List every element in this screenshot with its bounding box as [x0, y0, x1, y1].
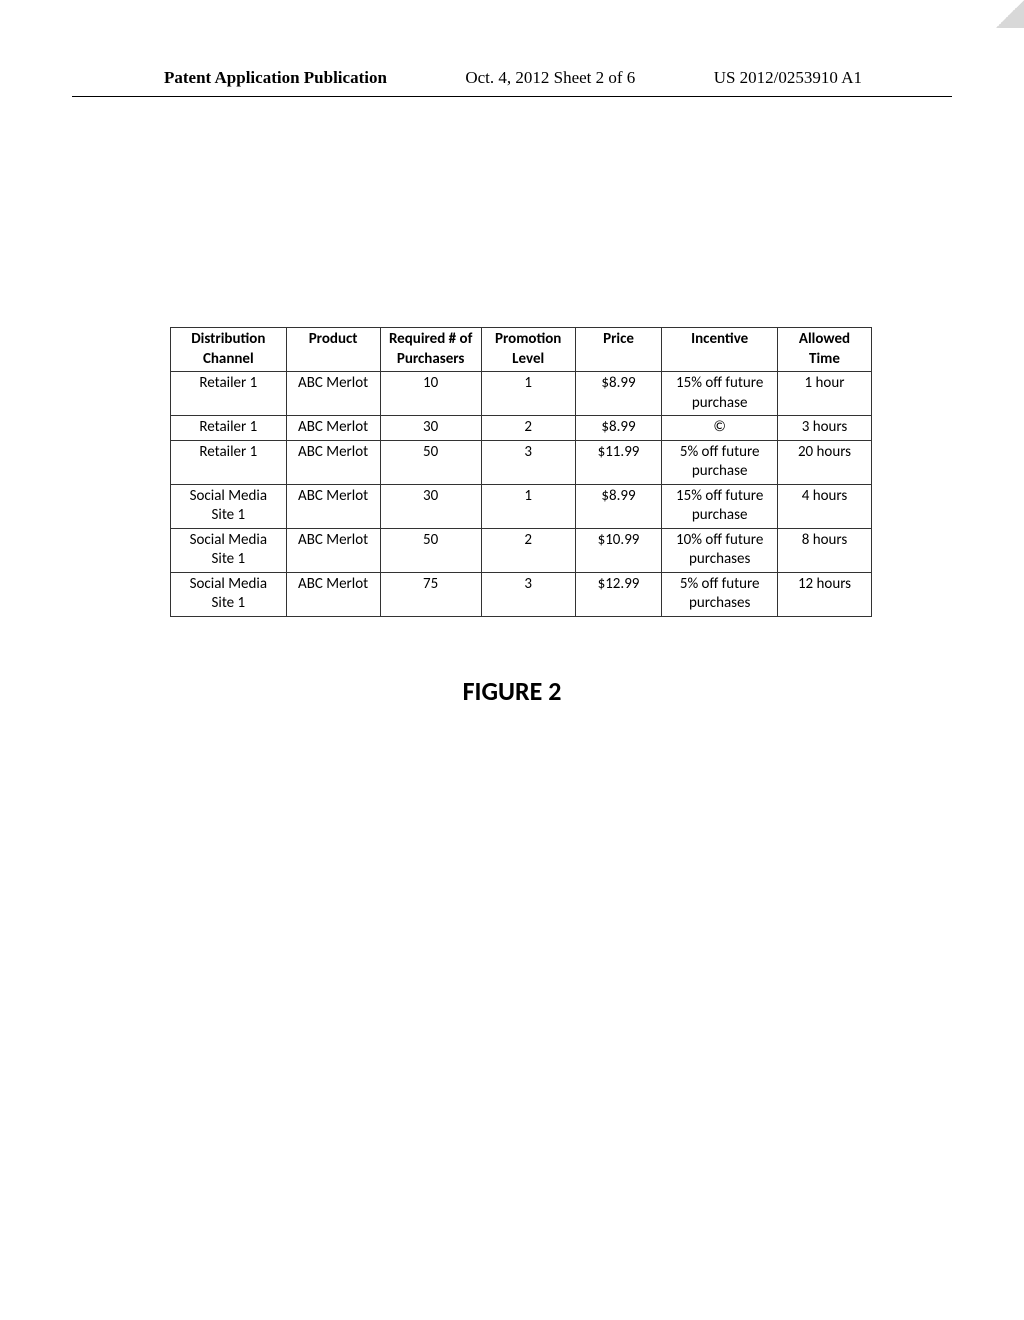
cell-product: ABC Merlot	[286, 572, 380, 616]
cell-price: $8.99	[575, 484, 662, 528]
cell-time: 4 hours	[777, 484, 871, 528]
table-row: Retailer 1 ABC Merlot 10 1 $8.99 15% off…	[171, 372, 872, 416]
cell-level: 3	[481, 572, 575, 616]
cell-time: 1 hour	[777, 372, 871, 416]
cell-incentive: 15% off future purchase	[662, 484, 778, 528]
table-row: Social Media Site 1 ABC Merlot 75 3 $12.…	[171, 572, 872, 616]
cell-channel: Retailer 1	[171, 372, 287, 416]
cell-level: 2	[481, 416, 575, 441]
cell-price: $11.99	[575, 440, 662, 484]
page-header: Patent Application Publication Oct. 4, 2…	[72, 0, 952, 97]
cell-level: 1	[481, 372, 575, 416]
cell-required: 50	[380, 440, 481, 484]
table-row: Social Media Site 1 ABC Merlot 30 1 $8.9…	[171, 484, 872, 528]
cell-incentive: ©	[662, 416, 778, 441]
header-publication-label: Patent Application Publication	[164, 68, 387, 88]
cell-product: ABC Merlot	[286, 440, 380, 484]
cell-time: 3 hours	[777, 416, 871, 441]
cell-incentive: 5% off future purchases	[662, 572, 778, 616]
cell-price: $10.99	[575, 528, 662, 572]
cell-time: 20 hours	[777, 440, 871, 484]
table-row: Retailer 1 ABC Merlot 50 3 $11.99 5% off…	[171, 440, 872, 484]
col-incentive: Incentive	[662, 328, 778, 372]
cell-required: 30	[380, 484, 481, 528]
col-distribution-channel: Distribution Channel	[171, 328, 287, 372]
cell-channel: Social Media Site 1	[171, 528, 287, 572]
cell-level: 2	[481, 528, 575, 572]
cell-required: 30	[380, 416, 481, 441]
header-date-sheet: Oct. 4, 2012 Sheet 2 of 6	[465, 68, 635, 88]
table-header-row: Distribution Channel Product Required # …	[171, 328, 872, 372]
page-content: Distribution Channel Product Required # …	[0, 327, 1024, 707]
cell-channel: Retailer 1	[171, 416, 287, 441]
figure-label: FIGURE 2	[92, 675, 932, 707]
cell-price: $8.99	[575, 372, 662, 416]
cell-channel: Social Media Site 1	[171, 484, 287, 528]
col-price: Price	[575, 328, 662, 372]
cell-channel: Retailer 1	[171, 440, 287, 484]
cell-required: 75	[380, 572, 481, 616]
cell-product: ABC Merlot	[286, 416, 380, 441]
promotion-table-wrapper: Distribution Channel Product Required # …	[170, 327, 872, 617]
table-row: Retailer 1 ABC Merlot 30 2 $8.99 © 3 hou…	[171, 416, 872, 441]
cell-level: 3	[481, 440, 575, 484]
cell-price: $8.99	[575, 416, 662, 441]
promotion-table: Distribution Channel Product Required # …	[170, 327, 872, 617]
cell-required: 10	[380, 372, 481, 416]
col-promotion-level: Promotion Level	[481, 328, 575, 372]
cell-time: 12 hours	[777, 572, 871, 616]
cell-incentive: 10% off future purchases	[662, 528, 778, 572]
table-body: Retailer 1 ABC Merlot 10 1 $8.99 15% off…	[171, 372, 872, 617]
header-doc-number: US 2012/0253910 A1	[714, 68, 862, 88]
col-product: Product	[286, 328, 380, 372]
page-corner-fold	[996, 0, 1024, 28]
cell-incentive: 5% off future purchase	[662, 440, 778, 484]
cell-required: 50	[380, 528, 481, 572]
cell-product: ABC Merlot	[286, 484, 380, 528]
cell-level: 1	[481, 484, 575, 528]
cell-incentive: 15% off future purchase	[662, 372, 778, 416]
col-allowed-time: Allowed Time	[777, 328, 871, 372]
cell-channel: Social Media Site 1	[171, 572, 287, 616]
cell-price: $12.99	[575, 572, 662, 616]
cell-product: ABC Merlot	[286, 372, 380, 416]
col-required-purchasers: Required # of Purchasers	[380, 328, 481, 372]
cell-time: 8 hours	[777, 528, 871, 572]
table-row: Social Media Site 1 ABC Merlot 50 2 $10.…	[171, 528, 872, 572]
cell-product: ABC Merlot	[286, 528, 380, 572]
